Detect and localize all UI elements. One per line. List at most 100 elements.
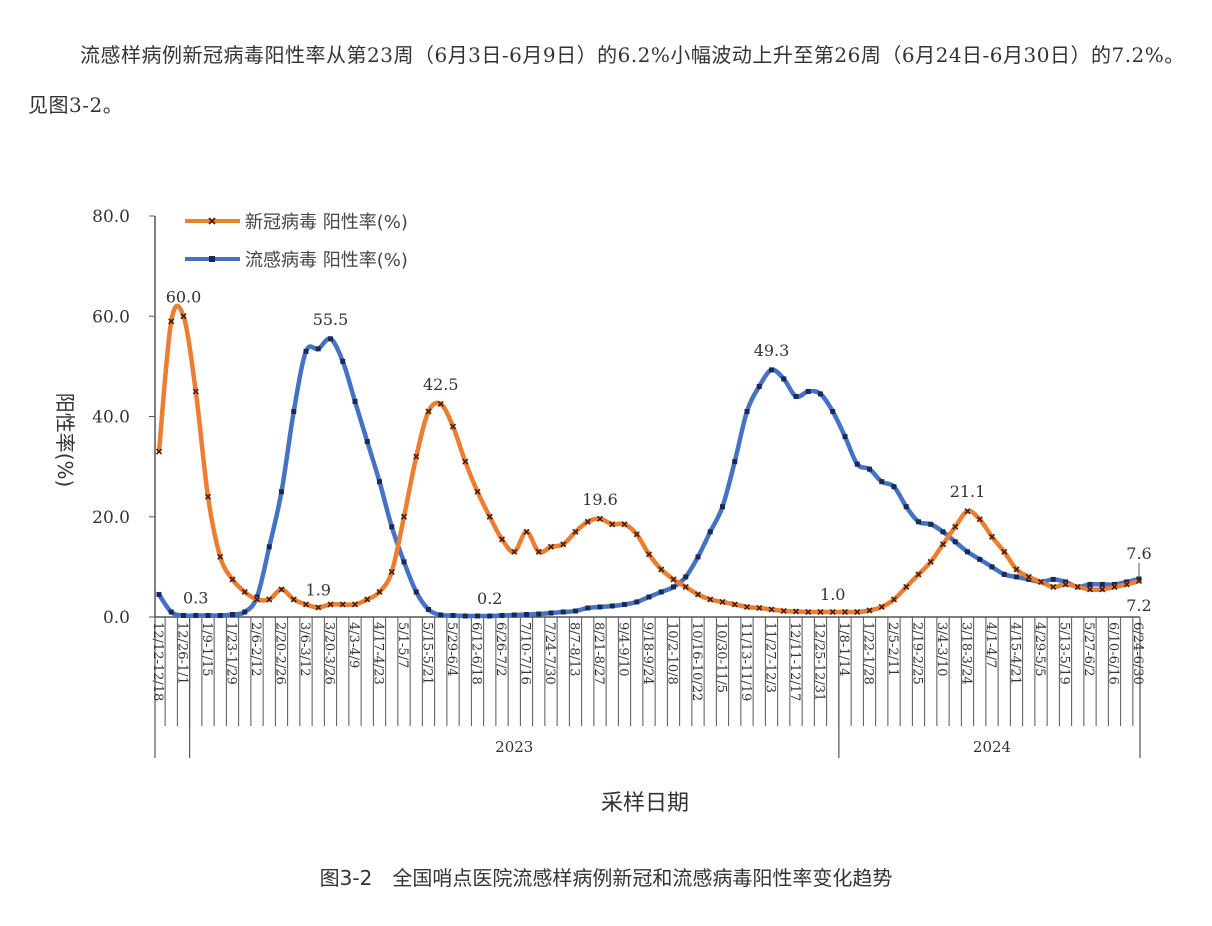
data-point — [511, 548, 518, 555]
data-point — [719, 598, 726, 606]
data-point — [181, 612, 186, 618]
data-point — [229, 576, 236, 583]
data-point — [830, 408, 836, 414]
data-point — [438, 612, 444, 618]
data-point — [584, 518, 591, 525]
data-point — [242, 609, 248, 615]
x-tick-label: 11/27-12/3 — [763, 622, 778, 693]
data-point — [1063, 579, 1068, 585]
data-point — [1050, 576, 1056, 582]
data-point — [535, 548, 542, 555]
data-label: 0.2 — [477, 589, 502, 608]
data-point — [977, 556, 983, 562]
x-tick-label: 12/11-12/17 — [787, 622, 802, 701]
data-point — [854, 608, 861, 616]
data-point — [818, 391, 823, 397]
x-tick-label: 12/12-12/18 — [150, 622, 165, 701]
data-point — [867, 466, 872, 472]
x-tick-label: 6/12-6/18 — [469, 622, 484, 685]
data-point — [486, 513, 493, 520]
data-point — [254, 594, 260, 600]
x-tick-label: 4/17-4/23 — [371, 622, 386, 685]
data-label: 21.1 — [950, 482, 986, 501]
data-point — [1087, 581, 1093, 587]
data-point — [756, 604, 763, 612]
data-point — [682, 583, 689, 590]
x-tick-label: 5/13-5/19 — [1057, 622, 1072, 685]
data-point — [952, 539, 958, 545]
legend-marker — [208, 217, 216, 225]
data-point — [965, 549, 970, 555]
x-tick-label: 12/26-1/1 — [175, 622, 190, 685]
x-tick-label: 1/22-1/28 — [861, 622, 876, 685]
data-point — [315, 604, 322, 611]
x-tick-label: 7/10-7/16 — [518, 622, 533, 685]
data-point — [634, 599, 640, 605]
legend-label-1: 流感病毒 阳性率(%) — [245, 250, 408, 271]
data-label: 1.0 — [820, 585, 845, 604]
x-tick-label: 4/15-4/21 — [1008, 622, 1023, 685]
data-point — [413, 453, 420, 460]
data-point — [1099, 586, 1106, 593]
x-tick-label: 12/25-12/31 — [812, 622, 827, 701]
data-point — [155, 448, 163, 455]
legend-marker — [209, 256, 215, 262]
x-tick-label: 1/9-1/15 — [199, 622, 214, 677]
data-point — [1099, 581, 1105, 587]
data-point — [988, 533, 996, 540]
data-point — [1135, 577, 1143, 584]
data-point — [781, 376, 787, 382]
data-point — [291, 408, 297, 414]
data-point — [720, 504, 725, 510]
year-label: 2023 — [495, 738, 533, 756]
data-point — [1025, 573, 1032, 580]
data-label: 7.2 — [1126, 596, 1151, 615]
data-point — [940, 529, 946, 535]
data-point — [707, 596, 714, 603]
data-point — [364, 439, 370, 445]
data-point — [769, 367, 774, 373]
data-point — [327, 601, 334, 608]
data-point — [217, 612, 223, 618]
data-label: 7.6 — [1126, 544, 1151, 563]
x-tick-label: 6/10-6/16 — [1106, 622, 1121, 685]
x-tick-label: 4/1-4/7 — [983, 622, 998, 668]
data-point — [524, 611, 529, 617]
data-point — [205, 612, 211, 618]
axes: 0.0 20.0 40.0 60.0 80.0 2023 2024 — [92, 207, 1141, 758]
y-tick-label: 0.0 — [103, 608, 130, 628]
x-tick-label: 10/2-10/8 — [665, 622, 680, 685]
legend-label-0: 新冠病毒 阳性率(%) — [245, 212, 408, 233]
x-tick-labels: 12/12-12/18 12/26-1/1 1/9-1/15 1/23-1/29 2/6… — [150, 622, 1145, 701]
data-point — [1050, 583, 1057, 590]
data-point — [340, 358, 346, 364]
data-point — [180, 313, 187, 320]
series-line-1 — [157, 336, 1140, 619]
data-label: 0.3 — [183, 588, 208, 607]
x-tick-label: 8/21-8/27 — [591, 622, 606, 685]
data-label: 49.3 — [754, 341, 790, 360]
x-tick-label: 2/20-2/26 — [273, 622, 288, 685]
data-point — [548, 610, 554, 616]
data-point — [572, 528, 579, 535]
x-tick-label: 10/30-11/5 — [714, 622, 729, 693]
x-tick-label: 6/26-7/2 — [493, 622, 508, 677]
data-point — [609, 603, 615, 609]
y-axis-title: 阳性率(%) — [53, 393, 77, 488]
data-point — [903, 504, 909, 510]
data-point — [1037, 578, 1045, 585]
y-tick-label: 20.0 — [92, 508, 130, 528]
data-point — [633, 531, 640, 538]
data-point — [756, 383, 762, 389]
data-point — [279, 489, 284, 495]
data-point — [989, 564, 995, 570]
data-point — [890, 596, 898, 603]
y-tick-label: 80.0 — [92, 207, 130, 227]
y-tick-label: 40.0 — [92, 408, 130, 428]
data-point — [511, 612, 517, 618]
data-point — [462, 458, 469, 465]
intro-paragraph: 流感样病例新冠病毒阳性率从第23周（6月3日-6月9日）的6.2%小幅波动上升至… — [28, 43, 1185, 117]
data-point — [266, 596, 273, 603]
data-point — [976, 516, 983, 523]
